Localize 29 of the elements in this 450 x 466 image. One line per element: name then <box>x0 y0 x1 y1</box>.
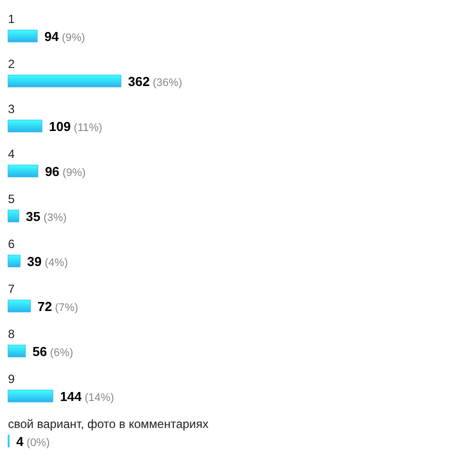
y-tick-label: 9 <box>8 372 15 386</box>
y-tick-label: 6 <box>8 237 15 251</box>
data-label: 109 (11%) <box>49 119 102 134</box>
bar <box>8 120 42 132</box>
bar <box>8 344 26 358</box>
data-label: 94 (9%) <box>44 29 86 44</box>
data-label: 72 (7%) <box>37 299 78 314</box>
y-tick-label: свой вариант, фото в комментариях <box>8 417 209 431</box>
bar <box>8 30 38 42</box>
y-tick-label: 8 <box>8 327 15 341</box>
data-label: 362 (36%) <box>128 74 182 89</box>
bar <box>8 254 20 268</box>
data-label: 39 (4%) <box>27 254 68 269</box>
data-label: 56 (6%) <box>32 344 74 359</box>
y-tick-label: 4 <box>8 147 15 161</box>
bar <box>8 210 20 222</box>
data-label: 4 (0%) <box>16 434 50 449</box>
data-label: 35 (3%) <box>26 209 67 224</box>
bar <box>8 300 31 312</box>
y-tick-label: 1 <box>8 12 15 26</box>
y-tick-label: 7 <box>8 282 15 296</box>
bar <box>8 164 38 178</box>
data-label: 144 (14%) <box>60 389 114 404</box>
bar <box>8 74 122 88</box>
y-tick-label: 3 <box>8 102 15 116</box>
y-tick-label: 2 <box>8 57 15 71</box>
data-label: 96 (9%) <box>44 164 86 179</box>
y-tick-label: 5 <box>8 192 15 206</box>
bar <box>8 390 54 402</box>
